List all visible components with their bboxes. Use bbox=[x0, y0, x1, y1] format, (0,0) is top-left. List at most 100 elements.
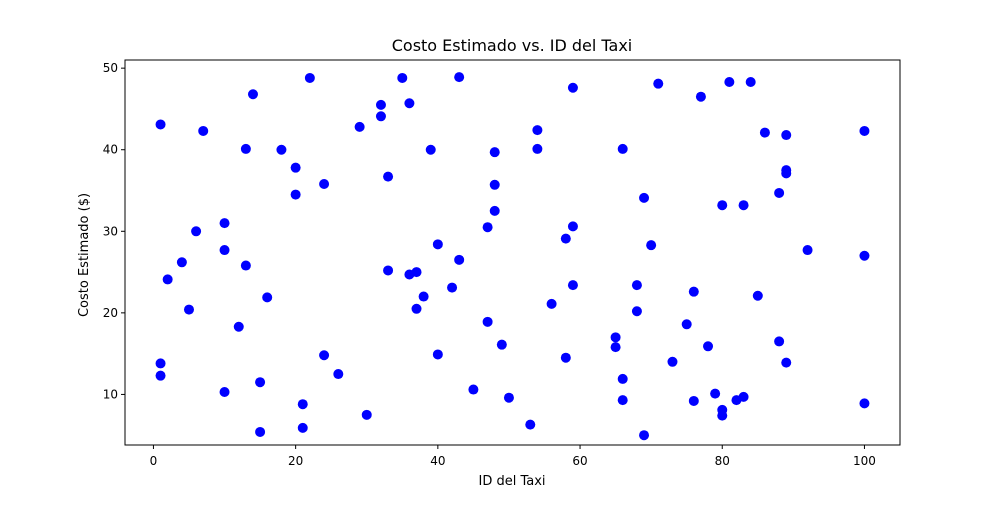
data-point bbox=[639, 430, 650, 441]
data-point bbox=[255, 426, 266, 437]
data-point bbox=[717, 200, 728, 211]
data-point bbox=[411, 267, 422, 278]
data-point bbox=[703, 341, 714, 352]
x-axis: 0 20 40 60 80 100 bbox=[150, 445, 876, 468]
y-tick-label: 20 bbox=[103, 306, 118, 320]
data-point bbox=[454, 72, 465, 83]
data-point bbox=[482, 222, 493, 233]
y-tick-label: 10 bbox=[103, 387, 118, 401]
y-axis-label: Costo Estimado ($) bbox=[77, 193, 92, 317]
points-layer bbox=[155, 72, 870, 441]
data-point bbox=[319, 178, 330, 189]
data-point bbox=[688, 395, 699, 406]
data-point bbox=[183, 304, 194, 315]
data-point bbox=[639, 192, 650, 203]
data-point bbox=[411, 303, 422, 314]
data-point bbox=[319, 350, 330, 361]
data-point bbox=[781, 357, 792, 368]
data-point bbox=[745, 77, 756, 88]
data-point bbox=[354, 121, 365, 132]
data-point bbox=[219, 218, 230, 229]
data-point bbox=[503, 392, 514, 403]
data-point bbox=[276, 144, 287, 155]
data-point bbox=[567, 82, 578, 93]
data-point bbox=[290, 189, 301, 200]
data-point bbox=[859, 398, 870, 409]
data-point bbox=[425, 144, 436, 155]
x-axis-label: ID del Taxi bbox=[478, 474, 545, 489]
data-point bbox=[404, 98, 415, 109]
data-point bbox=[240, 143, 251, 154]
data-point bbox=[418, 291, 429, 302]
data-point bbox=[240, 260, 251, 271]
data-point bbox=[802, 245, 813, 256]
data-point bbox=[297, 422, 308, 433]
data-point bbox=[155, 358, 166, 369]
data-point bbox=[198, 125, 209, 136]
data-point bbox=[489, 147, 500, 158]
data-point bbox=[738, 391, 749, 402]
y-axis: 10 20 30 40 50 bbox=[103, 61, 125, 401]
data-point bbox=[375, 99, 386, 110]
data-point bbox=[247, 89, 258, 100]
data-point bbox=[489, 205, 500, 216]
data-point bbox=[781, 130, 792, 141]
data-point bbox=[333, 369, 344, 380]
data-point bbox=[738, 200, 749, 211]
data-point bbox=[297, 399, 308, 410]
data-point bbox=[383, 171, 394, 182]
y-tick-label: 40 bbox=[103, 143, 118, 157]
data-point bbox=[262, 292, 273, 303]
data-point bbox=[432, 239, 443, 250]
data-point bbox=[610, 342, 621, 353]
data-point bbox=[532, 125, 543, 136]
x-tick-label: 80 bbox=[715, 454, 730, 468]
data-point bbox=[646, 240, 657, 251]
data-point bbox=[482, 316, 493, 327]
data-point bbox=[631, 306, 642, 317]
data-point bbox=[859, 250, 870, 261]
plot-area-frame bbox=[124, 59, 901, 446]
data-point bbox=[176, 257, 187, 268]
data-point bbox=[383, 265, 394, 276]
data-point bbox=[681, 319, 692, 330]
data-point bbox=[191, 226, 202, 237]
data-point bbox=[617, 373, 628, 384]
data-point bbox=[610, 332, 621, 343]
data-point bbox=[724, 77, 735, 88]
data-point bbox=[219, 386, 230, 397]
data-point bbox=[397, 72, 408, 83]
data-point bbox=[468, 384, 479, 395]
data-point bbox=[375, 111, 386, 122]
data-point bbox=[155, 119, 166, 130]
data-point bbox=[155, 370, 166, 381]
data-point bbox=[532, 143, 543, 154]
data-point bbox=[361, 409, 372, 420]
data-point bbox=[617, 395, 628, 406]
data-point bbox=[667, 356, 678, 367]
data-point bbox=[162, 274, 173, 285]
data-point bbox=[567, 221, 578, 232]
data-point bbox=[617, 143, 628, 154]
y-tick-label: 30 bbox=[103, 224, 118, 238]
data-point bbox=[759, 127, 770, 138]
data-point bbox=[774, 187, 785, 198]
data-point bbox=[717, 410, 728, 421]
data-point bbox=[454, 254, 465, 265]
x-tick-label: 20 bbox=[288, 454, 303, 468]
data-point bbox=[525, 419, 536, 430]
data-point bbox=[774, 336, 785, 347]
data-point bbox=[546, 298, 557, 309]
data-point bbox=[653, 78, 664, 89]
data-point bbox=[695, 91, 706, 102]
x-tick-label: 60 bbox=[572, 454, 587, 468]
y-tick-label: 50 bbox=[103, 61, 118, 75]
data-point bbox=[496, 339, 507, 350]
chart-title: Costo Estimado vs. ID del Taxi bbox=[392, 36, 633, 55]
data-point bbox=[219, 245, 230, 256]
data-point bbox=[447, 282, 458, 293]
data-point bbox=[752, 290, 763, 301]
data-point bbox=[290, 162, 301, 173]
